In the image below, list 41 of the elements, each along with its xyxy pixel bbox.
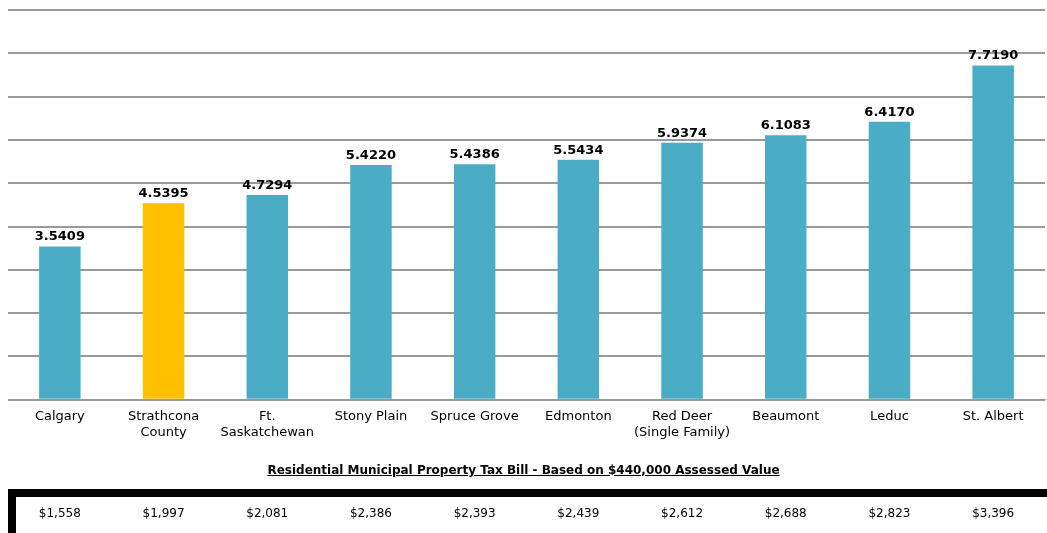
bar	[142, 203, 185, 399]
bar	[868, 121, 911, 399]
data-label: 6.1083	[760, 117, 811, 133]
bar	[765, 135, 807, 399]
text: $2,439	[557, 506, 600, 521]
bar	[39, 246, 81, 399]
text: $2,386	[349, 506, 392, 521]
text: $2,823	[868, 506, 911, 521]
bar	[350, 164, 392, 399]
x-tick-label: Red Deer (Single Family)	[634, 407, 731, 439]
data-label: 4.7294	[242, 176, 293, 192]
bar	[972, 65, 1014, 399]
data-label: 4.5395	[138, 185, 189, 201]
x-tick-label: Calgary	[34, 407, 86, 423]
x-tick-label: Beaumont	[752, 407, 820, 423]
data-label: 6.4170	[864, 103, 915, 119]
text: $2,612	[661, 506, 704, 521]
data-label: 7.7190	[968, 47, 1019, 63]
x-tick-label: Strathcona County	[127, 407, 200, 439]
data-label: 5.9374	[656, 124, 708, 140]
text: $2,393	[453, 506, 496, 521]
text: $2,081	[246, 506, 289, 521]
bar	[453, 164, 496, 399]
bar	[246, 194, 288, 399]
text: $2,688	[764, 506, 807, 521]
x-tick-label: Leduc	[870, 407, 909, 423]
x-tick-label: Stony Plain	[334, 407, 408, 423]
text: $1,558	[38, 506, 81, 521]
x-tick-label: Ft. Saskatchewan	[220, 407, 315, 439]
text: $3,396	[972, 506, 1015, 521]
data-label: 5.4386	[449, 146, 500, 162]
data-label: 5.5434	[553, 141, 604, 157]
text: $1,997	[142, 506, 185, 521]
bar	[661, 142, 703, 399]
text: Residential Municipal Property Tax Bill - Based on $440,000 Assessed Value	[266, 463, 781, 477]
x-tick-label: St. Albert	[962, 407, 1024, 423]
x-tick-label: Spruce Grove	[430, 407, 519, 423]
bar	[557, 159, 600, 399]
data-label: 5.4220	[345, 146, 397, 162]
x-tick-label: Edmonton	[545, 407, 612, 423]
data-label: 3.5409	[34, 228, 85, 244]
